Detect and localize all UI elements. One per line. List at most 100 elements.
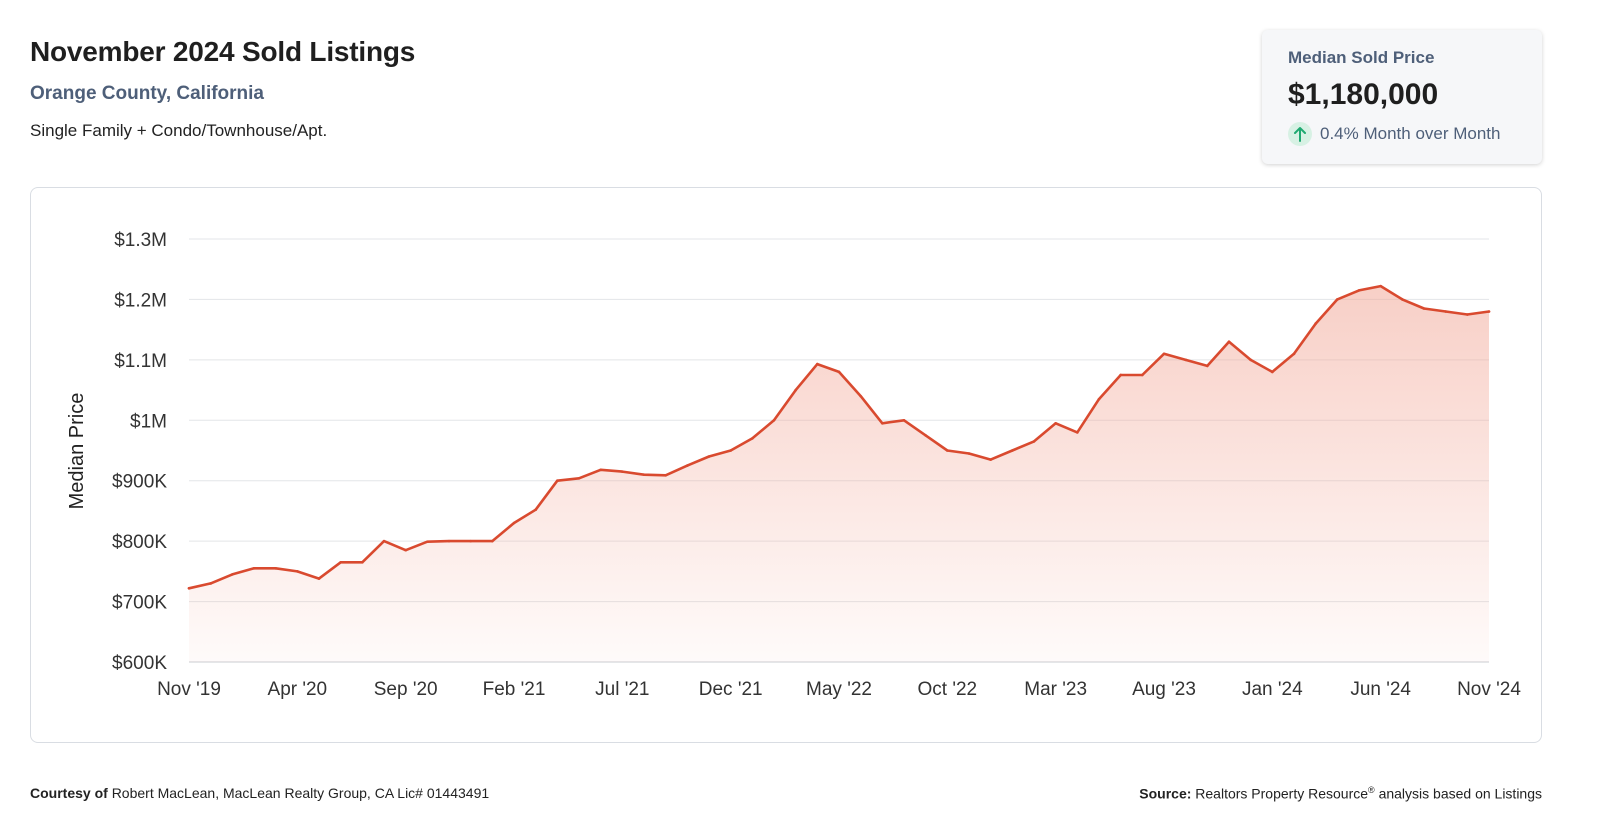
data-point xyxy=(1401,298,1404,301)
source-suffix: analysis based on Listings xyxy=(1378,785,1542,802)
data-point xyxy=(1357,289,1361,292)
data-point xyxy=(599,468,602,472)
y-tick-label: $900K xyxy=(112,472,167,493)
data-point xyxy=(404,548,407,552)
median-price-chart: $600K $700K $800K $900K $1M $1.1M $1.2M $1.3M N… xyxy=(66,230,1521,700)
data-point xyxy=(1227,340,1231,344)
registered-mark: ® xyxy=(1368,785,1375,795)
data-point xyxy=(1422,307,1426,310)
data-point xyxy=(339,560,342,564)
data-point xyxy=(1162,352,1166,356)
y-tick-label: $1.1M xyxy=(114,351,167,372)
data-point xyxy=(447,539,451,543)
stat-label: Median Sold Price xyxy=(1288,48,1435,67)
data-point xyxy=(881,422,884,425)
y-tick-label: $1.2M xyxy=(114,290,167,311)
data-point xyxy=(209,582,212,585)
data-point xyxy=(924,434,927,437)
page-title: November 2024 Sold Listings xyxy=(30,36,416,67)
data-point xyxy=(361,560,364,564)
data-point xyxy=(1184,358,1187,362)
stat-change: 0.4% Month over Month xyxy=(1288,122,1542,146)
y-axis-label: Median Price xyxy=(66,393,88,510)
data-point xyxy=(274,567,277,570)
y-tick-label: $800K xyxy=(112,532,167,553)
courtesy-text: Robert MacLean, MacLean Realty Group, CA… xyxy=(111,785,490,801)
x-tick-label: Jul '21 xyxy=(595,679,649,700)
data-point xyxy=(1314,322,1317,325)
x-axis-ticks: Nov '19 Apr '20 Sep '20 Feb '21 Jul '21 Dec '… xyxy=(157,679,1521,700)
data-point xyxy=(967,452,971,455)
x-tick-label: Aug '23 xyxy=(1132,679,1196,700)
data-point xyxy=(1336,298,1339,301)
data-point xyxy=(317,577,321,580)
x-tick-label: Nov '19 xyxy=(157,679,221,700)
data-point xyxy=(187,586,191,590)
data-point xyxy=(902,418,906,422)
stat-value: $1,180,000 xyxy=(1288,78,1439,111)
y-tick-label: $600K xyxy=(112,653,167,674)
x-tick-label: Nov '24 xyxy=(1457,679,1521,700)
data-points xyxy=(187,284,1491,590)
courtesy-label: Courtesy of xyxy=(30,785,108,801)
source-label: Source: xyxy=(1139,785,1192,802)
data-point xyxy=(252,567,256,570)
data-point xyxy=(816,362,819,366)
data-point xyxy=(1444,310,1447,313)
x-tick-label: Jun '24 xyxy=(1350,679,1411,700)
data-point xyxy=(751,437,754,440)
data-point xyxy=(556,479,559,483)
data-point xyxy=(382,539,386,543)
y-tick-label: $1M xyxy=(130,411,167,432)
data-point xyxy=(231,573,234,576)
location-subtitle: Orange County, California xyxy=(30,83,265,104)
x-tick-label: Mar '23 xyxy=(1024,679,1087,700)
data-point xyxy=(1466,313,1469,316)
data-point xyxy=(621,470,624,473)
chart-panel: $600K $700K $800K $900K $1M $1.1M $1.2M $1.3M N… xyxy=(30,187,1542,743)
data-point xyxy=(946,449,949,452)
x-tick-label: Sep '20 xyxy=(374,679,438,700)
data-point xyxy=(837,370,841,374)
x-tick-label: Jan '24 xyxy=(1242,679,1303,700)
data-point xyxy=(1119,373,1122,377)
data-point xyxy=(1206,364,1209,368)
data-point xyxy=(1097,397,1101,401)
data-point xyxy=(1054,422,1057,425)
data-point xyxy=(989,458,992,461)
data-point xyxy=(426,540,429,544)
source-footer: Source: Realtors Property Resource® anal… xyxy=(1139,785,1542,802)
data-point xyxy=(1249,358,1252,362)
x-tick-label: Dec '21 xyxy=(699,679,763,700)
source-text: Realtors Property Resource xyxy=(1195,785,1369,802)
data-point xyxy=(534,508,537,512)
x-tick-label: Apr '20 xyxy=(268,679,328,700)
data-point xyxy=(1292,352,1296,356)
median-price-card: Median Sold Price $1,180,000 0.4% Month … xyxy=(1262,30,1542,164)
data-point xyxy=(707,455,711,458)
data-point xyxy=(1487,310,1491,313)
data-point xyxy=(577,476,581,480)
courtesy-footer: Courtesy of Robert MacLean, MacLean Real… xyxy=(30,785,489,801)
data-point xyxy=(1032,440,1036,443)
data-point xyxy=(859,394,862,398)
data-point xyxy=(469,539,472,543)
stat-change-text: 0.4% Month over Month xyxy=(1320,124,1501,143)
data-point xyxy=(1076,431,1079,434)
y-axis-ticks: $600K $700K $800K $900K $1M $1.1M $1.2M $1.3M xyxy=(112,230,167,674)
data-point xyxy=(772,418,776,422)
data-point xyxy=(491,539,494,543)
data-point xyxy=(642,473,646,476)
arrow-up-icon xyxy=(1288,122,1312,146)
property-types-label: Single Family + Condo/Townhouse/Apt. xyxy=(30,121,328,140)
data-point xyxy=(794,388,797,392)
data-point xyxy=(1011,449,1014,452)
y-tick-label: $700K xyxy=(112,593,167,614)
data-point xyxy=(512,521,516,525)
x-tick-label: Feb '21 xyxy=(483,679,546,700)
data-point xyxy=(1271,370,1274,374)
data-point xyxy=(729,449,732,452)
data-point xyxy=(1379,284,1382,288)
price-area-fill xyxy=(189,286,1489,662)
x-tick-label: Oct '22 xyxy=(918,679,978,700)
